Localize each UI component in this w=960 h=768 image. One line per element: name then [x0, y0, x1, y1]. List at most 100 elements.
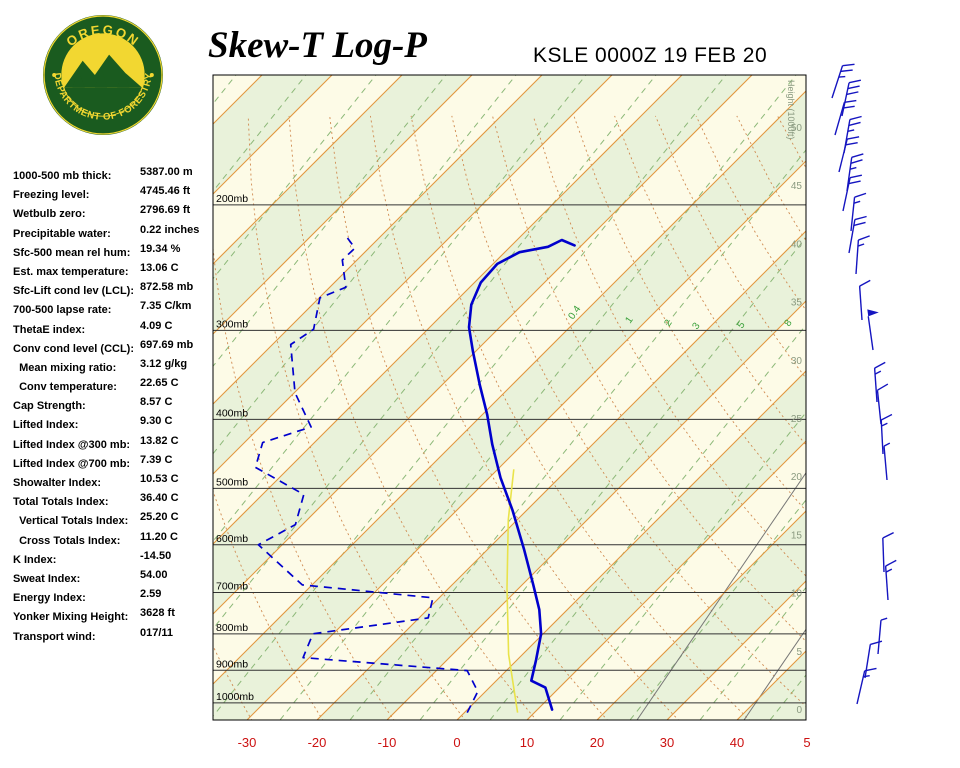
stat-row: Conv cond level (CCL): 697.69 mb [13, 339, 218, 358]
stat-row: 1000-500 mb thick: 5387.00 m [13, 166, 218, 185]
chart-area: 0.4 1 2 3 5 8 [213, 75, 806, 720]
stat-label: 700-500 lapse rate: [13, 304, 112, 317]
stat-value: 19.34 % [140, 242, 181, 255]
stat-row: Precipitable water: 0.22 inches [13, 224, 218, 243]
stat-label: Sweat Index: [13, 572, 81, 585]
stat-label: Total Totals Index: [13, 496, 109, 509]
stat-row: Showalter Index: 10.53 C [13, 473, 218, 492]
stat-label: Cap Strength: [13, 400, 86, 413]
stat-label: ThetaE index: [13, 323, 86, 336]
stat-label: Showalter Index: [13, 477, 102, 489]
stat-row: Lifted Index @300 mb: 13.82 C [13, 435, 218, 454]
wind-barb-icon [884, 559, 897, 601]
stat-label: Freezing level: [13, 189, 90, 202]
wind-barb-icon [838, 136, 860, 173]
mixing-ratio-label: 1 [623, 314, 635, 325]
wind-barb-icon [883, 442, 891, 481]
stat-label: Sfc-Lift cond lev (LCL): [13, 285, 134, 298]
stat-label: Energy Index: [13, 592, 86, 605]
pressure-label: 600mb [216, 533, 248, 545]
stat-row: Est. max temperature: 13.06 C [13, 262, 218, 281]
height-tick-label: 5 [796, 647, 802, 658]
logo-outer-rim [43, 15, 163, 135]
stat-value: 22.65 C [140, 377, 179, 390]
stat-label: Conv cond level (CCL): [13, 342, 135, 355]
stat-value: 36.40 C [140, 492, 179, 505]
stat-label: Lifted Index @700 mb: [13, 457, 131, 470]
dewpoint-curve [254, 236, 479, 713]
mixing-ratio-label: 5 [735, 319, 747, 330]
stat-row: Energy Index: 2.59 [13, 588, 218, 607]
pressure-label: 1000mb [216, 691, 254, 703]
tree-icon [94, 66, 108, 88]
stat-row: Sfc-Lift cond lev (LCL): 872.58 mb [13, 281, 218, 300]
wind-barb-icon [882, 532, 894, 573]
pressure-label: 700mb [216, 581, 248, 593]
wind-barb-icon [842, 174, 863, 212]
pressure-label: 300mb [216, 318, 248, 330]
stat-row: K Index: -14.50 [13, 550, 218, 569]
wind-barb-icon [864, 640, 883, 679]
stat-value: 11.20 C [140, 530, 178, 543]
height-tick-label: 15 [791, 530, 803, 541]
stat-row: Sweat Index: 54.00 [13, 569, 218, 588]
stat-label: Lifted Index @300 mb: [13, 438, 131, 451]
wind-barb-icon [841, 79, 862, 117]
temp-tick-label: 30 [660, 735, 674, 750]
temp-tick-label: 20 [590, 735, 604, 750]
mixing-ratio-label: 8 [782, 317, 794, 328]
height-tick-label: 30 [791, 356, 803, 367]
stat-value: 4.09 C [140, 319, 173, 332]
wind-barb-icon [850, 192, 867, 232]
stat-label: Transport wind: [13, 630, 96, 643]
stat-label: K Index: [13, 553, 57, 566]
tree-icon [117, 70, 130, 88]
wind-barb-icon [880, 413, 893, 455]
stat-row: Freezing level: 4745.46 ft [13, 185, 218, 204]
temperature-curve [467, 238, 576, 711]
stat-row: Cross Totals Index: 11.20 C [13, 531, 218, 550]
temp-tick-label: 0 [453, 735, 460, 750]
stat-label: Conv temperature: [13, 381, 117, 394]
stats-panel: 1000-500 mb thick: 5387.00 m Freezing leve… [13, 166, 218, 646]
stat-label: Precipitable water: [13, 227, 111, 240]
stat-label: Sfc-500 mean rel hum: [13, 246, 131, 259]
temp-tick-label: -10 [378, 735, 397, 750]
stat-label: Cross Totals Index: [13, 534, 121, 547]
wind-barb-icon [846, 153, 864, 192]
stat-row: Wetbulb zero: 2796.69 ft [13, 204, 218, 223]
stat-value: 2.59 [140, 588, 162, 601]
temp-tick-label: -30 [238, 735, 257, 750]
height-tick-label: 10 [791, 589, 803, 600]
stat-value: 7.39 C [140, 453, 173, 466]
stat-label: Mean mixing ratio: [13, 361, 117, 374]
height-tick-label: 35 [791, 298, 803, 309]
temp-tick-label: 40 [730, 735, 744, 750]
height-tick-label: 0 [796, 705, 802, 716]
stat-value: 54.00 [140, 568, 168, 581]
mixing-ratio-label: 3 [690, 320, 702, 331]
stat-value: 697.69 mb [140, 338, 194, 351]
logo-ground [64, 87, 142, 116]
wind-barb-icon [858, 279, 871, 321]
stat-value: 2796.69 ft [140, 204, 191, 217]
pressure-label: 800mb [216, 622, 248, 634]
wind-barb-icon [834, 99, 857, 136]
wind-barb-icon [877, 617, 888, 655]
logo-star-right [149, 72, 154, 78]
stat-row: Lifted Index: 9.30 C [13, 415, 218, 434]
stat-row: Lifted Index @700 mb: 7.39 C [13, 454, 218, 473]
stat-value: 9.30 C [140, 415, 173, 428]
stat-value: 4745.46 ft [140, 185, 191, 198]
pressure-label: 400mb [216, 407, 248, 419]
height-tick-label: 20 [791, 472, 803, 483]
stat-row: Mean mixing ratio: 3.12 g/kg [13, 358, 218, 377]
stat-value: 5387.00 m [140, 166, 193, 178]
height-tick-label: 45 [791, 181, 803, 192]
station-datetime: KSLE 0000Z 19 FEB 20 [533, 44, 768, 67]
stat-row: Total Totals Index: 36.40 C [13, 492, 218, 511]
stat-label: 1000-500 mb thick: [13, 170, 112, 182]
logo-star-left [52, 72, 57, 78]
stat-row: Cap Strength: 8.57 C [13, 396, 218, 415]
stat-value: 25.20 C [140, 511, 179, 524]
